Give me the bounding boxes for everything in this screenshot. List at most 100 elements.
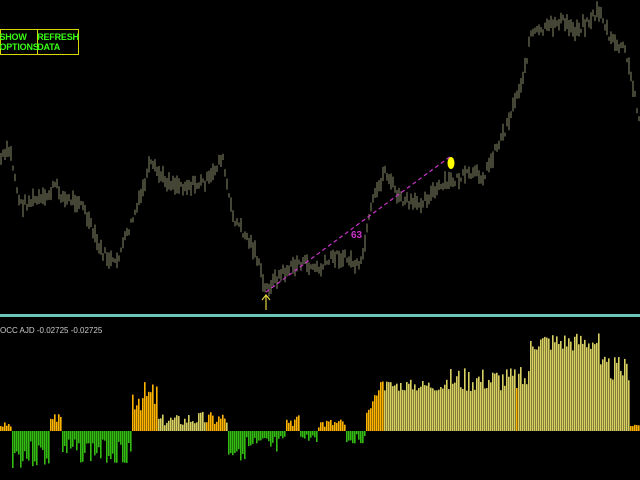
histogram-bar: [466, 390, 468, 431]
histogram-bar: [572, 350, 574, 431]
histogram-bar: [480, 381, 482, 431]
histogram-bar: [250, 431, 252, 446]
price-chart[interactable]: 63: [0, 0, 640, 314]
histogram-bar: [386, 381, 388, 431]
histogram-bar: [592, 342, 594, 431]
histogram-bar: [308, 431, 310, 441]
histogram-bar: [150, 392, 152, 431]
histogram-bar: [400, 383, 402, 431]
histogram-bar: [290, 420, 292, 431]
histogram-bar: [398, 390, 400, 431]
histogram-bar: [114, 431, 116, 463]
histogram-bar: [318, 427, 320, 431]
show-options-button[interactable]: SHOW OPTIONS: [0, 29, 39, 55]
histogram-bar: [104, 431, 106, 441]
histogram-bar: [158, 418, 160, 431]
histogram-bar: [14, 431, 16, 454]
histogram-bar: [532, 346, 534, 431]
histogram-bar: [154, 403, 156, 431]
histogram-bar: [632, 426, 634, 431]
histogram-bar: [182, 424, 184, 431]
histogram-bar: [508, 376, 510, 431]
histogram-bar: [196, 422, 198, 431]
histogram-bar: [458, 370, 460, 431]
histogram-bar: [506, 369, 508, 431]
histogram-bar: [412, 389, 414, 431]
histogram-bar: [516, 388, 518, 431]
histogram-bar: [96, 431, 98, 454]
histogram-bar: [54, 414, 56, 431]
histogram-bar: [428, 382, 430, 431]
histogram-bar: [92, 431, 94, 444]
histogram-bar: [172, 419, 174, 431]
histogram-bar: [156, 386, 158, 431]
histogram-bar: [218, 416, 220, 431]
histogram-bar: [588, 343, 590, 431]
trendline[interactable]: [265, 155, 452, 293]
histogram-bar: [502, 374, 504, 431]
histogram-bar: [556, 336, 558, 431]
histogram-bar: [288, 422, 290, 431]
histogram-bar: [152, 384, 154, 431]
histogram-bar: [494, 373, 496, 431]
histogram-bar: [624, 358, 626, 431]
histogram-bar: [438, 389, 440, 431]
histogram-bar: [396, 383, 398, 431]
histogram-bar: [474, 389, 476, 431]
histogram-bar: [280, 431, 282, 437]
histogram-bar: [278, 431, 280, 439]
histogram-bar: [50, 418, 52, 431]
histogram-bar: [300, 431, 302, 437]
histogram-bar: [214, 423, 216, 431]
histogram-bar: [570, 341, 572, 431]
histogram-bar: [46, 431, 48, 459]
histogram-bar: [364, 431, 366, 436]
histogram-bar: [276, 431, 278, 452]
histogram-bar: [426, 385, 428, 431]
histogram-bar: [452, 383, 454, 431]
histogram-bar: [94, 431, 96, 456]
trendline-end-marker[interactable]: [447, 157, 455, 169]
histogram-bar: [210, 412, 212, 431]
histogram-bar: [176, 415, 178, 431]
histogram-bar: [134, 409, 136, 431]
histogram-bar: [310, 431, 312, 438]
histogram-bar: [264, 431, 266, 439]
histogram-bar: [248, 431, 250, 447]
histogram-bar: [440, 387, 442, 431]
histogram-bar: [268, 431, 270, 442]
histogram-bar: [170, 417, 172, 431]
histogram-bar: [384, 390, 386, 431]
histogram-bar: [52, 419, 54, 431]
refresh-data-button[interactable]: REFRESH DATA: [37, 29, 79, 55]
histogram-bar: [260, 431, 262, 441]
histogram-bar: [404, 390, 406, 431]
histogram-bar: [374, 395, 376, 431]
histogram-bar: [68, 431, 70, 440]
histogram-bar: [40, 431, 42, 448]
histogram-bar: [578, 344, 580, 431]
histogram-bar: [88, 431, 90, 444]
histogram-bar: [636, 425, 638, 431]
histogram-bars: [0, 333, 640, 468]
histogram-bar: [306, 431, 308, 435]
histogram-bar: [566, 346, 568, 431]
histogram-bar: [620, 370, 622, 431]
histogram-bar: [536, 349, 538, 431]
histogram-bar: [232, 431, 234, 456]
histogram-bar: [332, 425, 334, 431]
histogram-bar: [358, 431, 360, 440]
histogram-bar: [62, 431, 64, 453]
toolbar: SHOW OPTIONS REFRESH DATA: [0, 29, 79, 55]
histogram-bar: [118, 431, 120, 442]
histogram-bar: [390, 382, 392, 431]
histogram-bar: [482, 369, 484, 431]
histogram-bar: [522, 384, 524, 431]
pane-divider[interactable]: [0, 314, 640, 317]
histogram-bar: [606, 361, 608, 431]
histogram-bar: [336, 422, 338, 431]
histogram-bar: [162, 414, 164, 431]
histogram-bar: [526, 384, 528, 431]
histogram-bar: [338, 421, 340, 431]
